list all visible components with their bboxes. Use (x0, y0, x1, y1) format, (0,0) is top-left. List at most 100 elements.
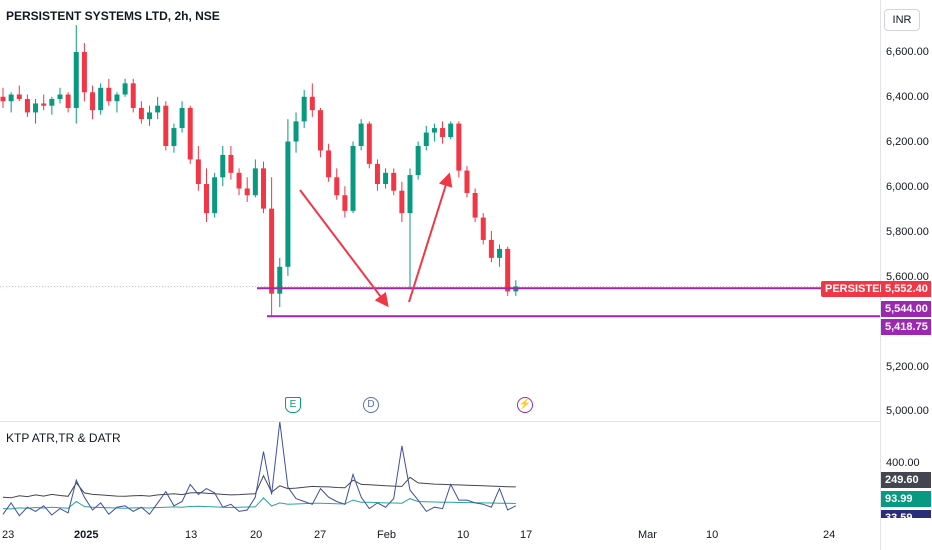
candle-body (317, 110, 323, 151)
candle-body (309, 96, 315, 111)
candle-body (138, 107, 144, 120)
indicator-tick: 400.00 (886, 457, 920, 469)
candle-body (252, 168, 258, 196)
tr-value-tag: 33.59 (881, 510, 931, 518)
price-tick: 6,000.00 (886, 181, 929, 193)
price-tick: 6,400.00 (886, 91, 929, 103)
candle-body (399, 190, 405, 214)
candle-body (57, 94, 63, 99)
candle-body (456, 123, 462, 171)
price-tick: 5,000.00 (886, 405, 929, 417)
candle-body (228, 154, 234, 173)
price-tick: 5,200.00 (886, 361, 929, 373)
candle-body (342, 195, 348, 211)
candle-body (415, 145, 421, 176)
candle-body (236, 172, 242, 189)
candle-body (301, 96, 307, 122)
candle-body (505, 248, 511, 292)
candle-body (73, 52, 79, 108)
pane-separator[interactable] (0, 421, 880, 422)
candle-body (130, 83, 136, 108)
candle-body (383, 172, 389, 185)
price-axis-separator (880, 0, 881, 550)
up-arrow-drawing (408, 172, 453, 303)
tr-series-line (2, 421, 517, 517)
candle-body (358, 123, 364, 146)
candle-body (497, 248, 503, 258)
earnings-event-icon[interactable]: E (285, 397, 301, 413)
candle-body (49, 98, 55, 106)
candle-body (220, 154, 226, 178)
candle-body (366, 123, 372, 164)
time-tick: 10 (457, 529, 470, 541)
time-tick: 10 (706, 529, 719, 541)
indicator-title[interactable]: KTP ATR,TR & DATR (6, 431, 121, 445)
candle-body (431, 128, 437, 133)
candle-body (334, 177, 340, 196)
candle-body (212, 177, 218, 214)
candle-body (423, 132, 429, 146)
candle-body (81, 52, 87, 93)
time-tick: 17 (520, 529, 533, 541)
candle-body (24, 98, 30, 113)
symbol-label-tag: PERSISTENT (821, 281, 899, 297)
candle-body (114, 94, 120, 102)
candle-body (293, 121, 299, 142)
candle-body (147, 112, 153, 120)
candle-body (0, 96, 6, 102)
candle-body (65, 94, 71, 108)
level-price-tag: 5,418.75 (881, 319, 931, 335)
candle-body (41, 103, 47, 106)
time-tick: 27 (314, 529, 327, 541)
candle-body (195, 159, 201, 185)
candle-body (277, 266, 283, 294)
time-tick: Mar (638, 529, 657, 541)
candle-body (285, 141, 291, 267)
candle-body (204, 184, 209, 214)
candle-body (326, 150, 332, 178)
candle-body (106, 87, 112, 102)
candle-body (472, 192, 478, 218)
time-tick: 23 (2, 529, 15, 541)
price-tick: 6,200.00 (886, 136, 929, 148)
candle-body (155, 105, 161, 113)
candle-body (480, 217, 486, 240)
datr-value-tag: 249.60 (881, 472, 931, 488)
time-tick: 20 (250, 529, 263, 541)
candle-body (16, 94, 22, 99)
time-tick: Feb (377, 529, 396, 541)
dividend-event-icon[interactable]: D (363, 397, 379, 413)
candle-body (374, 163, 380, 185)
currency-button[interactable]: INR (884, 9, 920, 31)
candle-body (122, 83, 128, 95)
time-tick: 13 (185, 529, 198, 541)
candle-body (440, 128, 446, 138)
time-tick: 24 (823, 529, 836, 541)
candle-body (187, 107, 193, 160)
candle-body (90, 92, 96, 111)
split-event-icon[interactable]: ⚡ (517, 397, 533, 413)
candle-body (488, 239, 494, 258)
price-tick: 6,600.00 (886, 46, 929, 58)
time-tick: 2025 (74, 529, 99, 541)
candle-body (448, 123, 454, 138)
candle-body (464, 170, 470, 193)
atr-value-tag: 93.99 (881, 491, 931, 507)
candle-body (269, 208, 275, 294)
symbol-title[interactable]: PERSISTENT SYSTEMS LTD, 2h, NSE (6, 9, 220, 23)
candle-body (163, 105, 169, 146)
level-price-tag: 5,544.00 (881, 301, 931, 317)
candle-body (244, 188, 250, 196)
atr-series-line (2, 497, 516, 510)
candle-body (171, 128, 177, 146)
candle-body (407, 175, 413, 214)
price-tick: 5,600.00 (886, 271, 929, 283)
last-price-tag: 5,552.40 (881, 281, 931, 297)
candle-body (8, 94, 14, 102)
candle-body (391, 172, 397, 191)
candle-body (260, 168, 266, 209)
candle-body (350, 145, 356, 211)
datr-series-line (2, 474, 516, 499)
